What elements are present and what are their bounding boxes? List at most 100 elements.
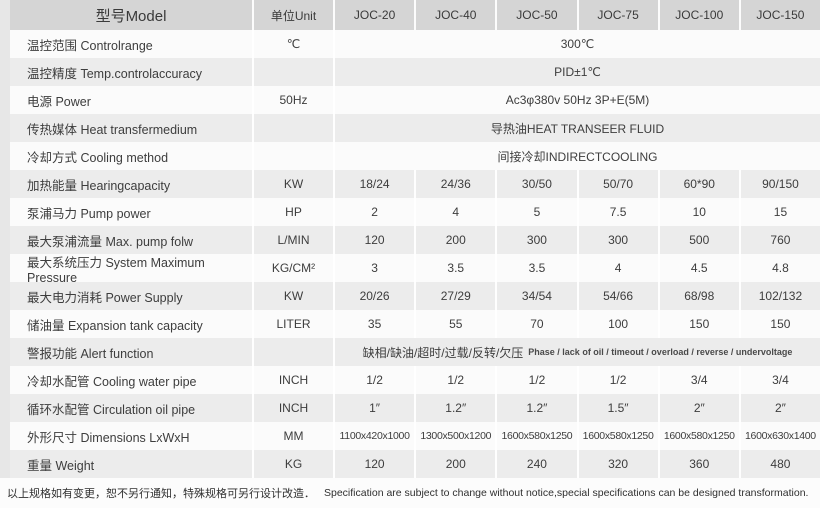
- value-cell: 1/2: [333, 366, 414, 394]
- column-header-model: 型号Model: [95, 7, 167, 25]
- table-row-heating-capacity: 加热能量 Hearingcapacity KW 18/24 24/36 30/5…: [10, 170, 820, 198]
- row-label: 警报功能 Alert function: [27, 346, 154, 361]
- footer-note-en: Specification are subject to change with…: [324, 487, 809, 499]
- value-cell: 1600x630x1400: [738, 422, 820, 450]
- row-label: 冷却水配管 Cooling water pipe: [27, 374, 197, 389]
- value-cell: 70: [495, 310, 576, 338]
- value-cell: 150: [738, 310, 820, 338]
- value-cell: 18/24: [333, 170, 414, 198]
- table-row-max-power-consumption: 最大电力消耗 Power Supply KW 20/26 27/29 34/54…: [10, 282, 820, 310]
- value-cell: 1600x580x1250: [657, 422, 739, 450]
- value-cell: 480: [738, 450, 820, 478]
- value-cell: 2″: [738, 394, 820, 422]
- table-row-control-range: 温控范围 Controlrange ℃ 300℃: [10, 30, 820, 58]
- unit-cell: HP: [252, 198, 333, 226]
- value-cell: 1100x420x1000: [333, 422, 414, 450]
- table-row-cooling-water-pipe: 冷却水配管 Cooling water pipe INCH 1/2 1/2 1/…: [10, 366, 820, 394]
- value-cell: 3.5: [495, 254, 576, 282]
- value-cell: 4: [576, 254, 658, 282]
- table-row-circulation-oil-pipe: 循环水配管 Circulation oil pipe INCH 1″ 1.2″ …: [10, 394, 820, 422]
- value-cell: 1.2″: [495, 394, 576, 422]
- value-cell: 7.5: [576, 198, 658, 226]
- value-cell: 30/50: [495, 170, 576, 198]
- value-cell: 1/2: [495, 366, 576, 394]
- column-header-joc-40: JOC-40: [414, 0, 495, 30]
- span-value-cell: Ac3φ380v 50Hz 3P+E(5M): [333, 86, 820, 114]
- table-row-control-accuracy: 温控精度 Temp.controlaccuracy PID±1℃: [10, 58, 820, 86]
- alert-text-cn: 缺相/缺油/超时/过载/反转/欠压: [362, 345, 524, 360]
- value-cell: 1″: [333, 394, 414, 422]
- unit-cell: 50Hz: [252, 86, 333, 114]
- value-cell: 1600x580x1250: [576, 422, 658, 450]
- table-row-max-pump-flow: 最大泵浦流量 Max. pump folw L/MIN 120 200 300 …: [10, 226, 820, 254]
- unit-cell: [252, 114, 333, 142]
- table-row-system-max-pressure: 最大系统压力 System Maximum Pressure KG/CM² 3 …: [10, 254, 820, 285]
- value-cell: 15: [738, 198, 820, 226]
- value-cell: 760: [738, 226, 820, 254]
- value-cell: 1.5″: [576, 394, 658, 422]
- column-header-unit: 单位Unit: [252, 0, 333, 30]
- value-cell: 24/36: [414, 170, 495, 198]
- unit-cell: INCH: [252, 394, 333, 422]
- value-cell: 1600x580x1250: [495, 422, 576, 450]
- span-value-cell: 缺相/缺油/超时/过载/反转/欠压 Phase / lack of oil / …: [333, 338, 820, 366]
- table-row-weight: 重量 Weight KG 120 200 240 320 360 480: [10, 450, 820, 478]
- value-cell: 120: [333, 226, 414, 254]
- value-cell: 4.8: [738, 254, 820, 282]
- value-cell: 3/4: [657, 366, 739, 394]
- value-cell: 34/54: [495, 282, 576, 310]
- value-cell: 102/132: [738, 282, 820, 310]
- value-cell: 120: [333, 450, 414, 478]
- value-cell: 1.2″: [414, 394, 495, 422]
- spec-table: 型号Model 单位Unit JOC-20 JOC-40 JOC-50 JOC-…: [10, 0, 820, 478]
- value-cell: 500: [657, 226, 739, 254]
- column-header-joc-100: JOC-100: [657, 0, 739, 30]
- value-cell: 150: [657, 310, 739, 338]
- unit-cell: MM: [252, 422, 333, 450]
- value-cell: 360: [657, 450, 739, 478]
- value-cell: 3/4: [738, 366, 820, 394]
- value-cell: 200: [414, 226, 495, 254]
- row-label: 循环水配管 Circulation oil pipe: [27, 402, 196, 417]
- row-label: 最大系统压力 System Maximum Pressure: [27, 255, 205, 285]
- unit-cell: KG/CM²: [252, 254, 333, 282]
- table-row-alert-function: 警报功能 Alert function 缺相/缺油/超时/过载/反转/欠压 Ph…: [10, 338, 820, 366]
- row-label: 外形尺寸 Dimensions LxWxH: [27, 430, 190, 445]
- span-value-cell: 间接冷却INDIRECTCOOLING: [333, 142, 820, 170]
- row-label: 泵浦马力 Pump power: [27, 206, 151, 221]
- table-row-heat-transfer-medium: 传热媒体 Heat transfermedium 导热油HEAT TRANSEE…: [10, 114, 820, 142]
- value-cell: 90/150: [738, 170, 820, 198]
- row-label: 传热媒体 Heat transfermedium: [27, 122, 198, 137]
- unit-cell: ℃: [252, 30, 333, 58]
- value-cell: 20/26: [333, 282, 414, 310]
- value-cell: 200: [414, 450, 495, 478]
- alert-text-en: Phase / lack of oil / timeout / overload…: [528, 347, 793, 357]
- footer-note-cn: 以上规格如有变更，恕不另行通知，特殊规格可另行设计改造．: [7, 488, 315, 500]
- span-value-cell: 导热油HEAT TRANSEER FLUID: [333, 114, 820, 142]
- value-cell: 27/29: [414, 282, 495, 310]
- value-cell: 4: [414, 198, 495, 226]
- value-cell: 3.5: [414, 254, 495, 282]
- unit-cell: KW: [252, 170, 333, 198]
- unit-cell: L/MIN: [252, 226, 333, 254]
- unit-cell: [252, 58, 333, 86]
- column-header-joc-50: JOC-50: [495, 0, 576, 30]
- table-row-dimensions: 外形尺寸 Dimensions LxWxH MM 1100x420x1000 1…: [10, 422, 820, 450]
- value-cell: 2″: [657, 394, 739, 422]
- row-label: 储油量 Expansion tank capacity: [27, 318, 203, 333]
- value-cell: 60*90: [657, 170, 739, 198]
- row-label: 电源 Power: [27, 94, 91, 109]
- value-cell: 68/98: [657, 282, 739, 310]
- table-header-row: 型号Model 单位Unit JOC-20 JOC-40 JOC-50 JOC-…: [10, 0, 820, 30]
- table-row-power: 电源 Power 50Hz Ac3φ380v 50Hz 3P+E(5M): [10, 86, 820, 114]
- value-cell: 55: [414, 310, 495, 338]
- span-value-cell: 300℃: [333, 30, 820, 58]
- value-cell: 5: [495, 198, 576, 226]
- value-cell: 320: [576, 450, 658, 478]
- value-cell: 50/70: [576, 170, 658, 198]
- row-label: 加热能量 Hearingcapacity: [27, 178, 171, 193]
- footer-note: 以上规格如有变更，恕不另行通知，特殊规格可另行设计改造． Specificati…: [0, 478, 820, 508]
- unit-cell: KG: [252, 450, 333, 478]
- value-cell: 1300x500x1200: [414, 422, 495, 450]
